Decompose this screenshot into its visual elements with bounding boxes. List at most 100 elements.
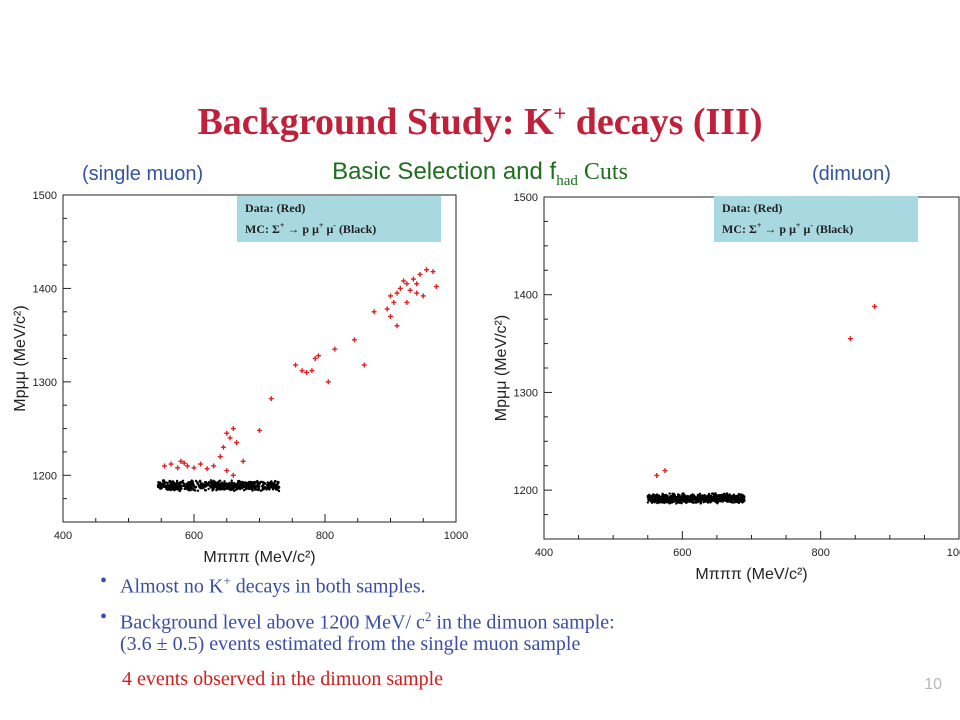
mc-point [249, 480, 253, 484]
mc-point [671, 492, 674, 495]
mc-point [708, 494, 711, 498]
legend-data-entry: Data: (Red) [722, 201, 783, 215]
data-point [361, 362, 367, 368]
mc-point [681, 494, 684, 498]
mc-point [203, 481, 207, 484]
mc-point [708, 497, 712, 500]
mc-point [667, 496, 670, 500]
mc-point [683, 496, 687, 500]
mc-point [740, 500, 744, 503]
data-point [178, 458, 184, 464]
mc-point [209, 484, 212, 487]
mc-point [733, 501, 736, 504]
mc-point [179, 486, 182, 489]
data-point [220, 444, 226, 450]
mc-point [166, 488, 169, 491]
mc-point [691, 499, 694, 502]
mc-point [646, 494, 649, 498]
mc-point [669, 495, 672, 498]
x-tick-label: 600 [185, 530, 203, 542]
mc-point [742, 494, 745, 498]
mc-point [274, 484, 277, 488]
mc-point [178, 481, 182, 484]
single-muon-tag: (single muon) [82, 163, 204, 185]
mc-point [245, 484, 248, 487]
mc-point [168, 487, 171, 490]
mc-point [184, 484, 187, 487]
mc-point [660, 500, 663, 503]
data-point [312, 356, 318, 361]
mc-point [222, 482, 226, 486]
mc-point [726, 496, 729, 500]
data-point [384, 306, 390, 312]
mc-point [690, 495, 693, 498]
mc-point [162, 484, 165, 487]
mc-point [730, 497, 734, 501]
x-tick-label: 600 [673, 547, 691, 559]
mc-point [204, 489, 208, 492]
mc-point [656, 498, 659, 502]
mc-point [669, 501, 672, 505]
mc-point [726, 493, 729, 496]
mc-point [173, 485, 177, 488]
data-point [293, 362, 299, 368]
mc-point [189, 480, 193, 483]
mc-point [683, 494, 686, 497]
mc-point [677, 494, 681, 497]
data-point [204, 466, 210, 472]
mc-point [164, 481, 168, 484]
data-point [257, 427, 262, 433]
mc-point [706, 500, 709, 503]
x-axis-label: Mπππ (MeV/c²) [695, 566, 807, 583]
mc-point [664, 500, 667, 503]
mc-point [191, 480, 195, 483]
plot-frame [62, 194, 457, 523]
y-tick-label: 1300 [514, 387, 538, 399]
mc-point [724, 493, 727, 497]
mc-point [177, 486, 181, 490]
mc-point [733, 499, 737, 502]
legend-data-entry: Data: (Red) [245, 201, 306, 215]
mc-point [182, 482, 186, 485]
mc-point [217, 480, 220, 483]
data-point [424, 267, 430, 273]
mc-point [718, 493, 721, 497]
mc-point [161, 479, 165, 482]
data-point [410, 276, 416, 282]
y-axis-label: Mpμμ (MeV/c²) [493, 315, 510, 421]
mc-point [692, 501, 695, 504]
mc-point [696, 497, 699, 501]
mc-point [663, 494, 667, 497]
mc-point [250, 487, 254, 490]
mc-point [257, 486, 260, 489]
mc-point [711, 492, 714, 495]
mc-point [272, 484, 275, 488]
mc-point [708, 499, 711, 502]
mc-point [734, 496, 738, 499]
mc-point [169, 486, 173, 489]
data-point [388, 293, 393, 299]
data-point [414, 290, 420, 296]
mc-point [680, 496, 683, 499]
y-tick-label: 1300 [33, 377, 57, 389]
mc-point [737, 501, 741, 505]
data-point [181, 460, 187, 466]
mc-point [178, 489, 181, 493]
data-point [315, 353, 321, 359]
mc-point [171, 482, 175, 485]
mc-point [712, 497, 716, 501]
mc-point [675, 498, 678, 501]
mc-point [253, 481, 256, 484]
data-point [217, 454, 223, 460]
data-point [332, 346, 338, 352]
mc-point [209, 486, 212, 489]
legend-dimuon: Data: (Red) MC: Σ+ → p μ+ μ- (Black) [714, 196, 918, 242]
x-tick-label: 1000 [444, 530, 468, 542]
mc-point [740, 494, 743, 498]
y-tick-label: 1200 [33, 470, 57, 482]
mc-point [215, 486, 218, 489]
mc-point [716, 500, 719, 503]
mc-point [647, 498, 650, 501]
data-point [397, 285, 403, 291]
mc-point [703, 494, 706, 497]
